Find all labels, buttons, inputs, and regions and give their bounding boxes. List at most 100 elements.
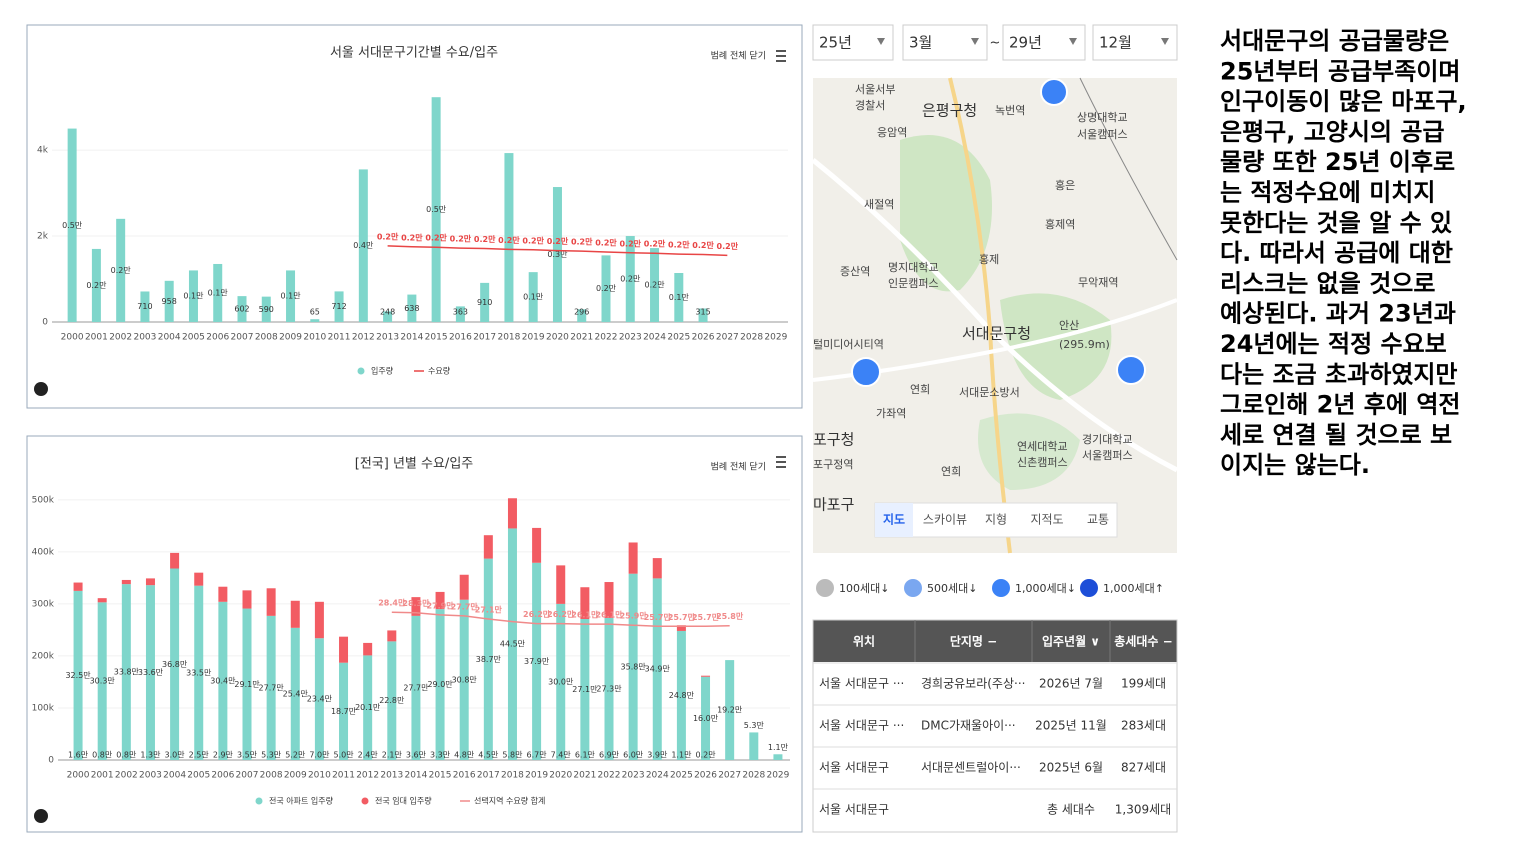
x-tick-label: 2024 — [646, 771, 669, 781]
data-label: 38.7만 — [476, 655, 502, 664]
data-label: 0.4만 — [353, 241, 374, 250]
bar — [387, 641, 397, 760]
x-tick-label: 2012 — [356, 771, 379, 781]
menu-icon[interactable] — [776, 50, 786, 62]
x-tick-label: 2024 — [643, 333, 666, 343]
paragraph-line: 그로인해 2년 후에 역전 — [1220, 391, 1461, 419]
bar — [67, 128, 77, 322]
menu-icon[interactable] — [776, 456, 786, 468]
legend-label[interactable]: 선택지역 수요량 합계 — [474, 796, 545, 806]
map-label: 새절역 — [864, 198, 894, 211]
x-tick-label: 2001 — [91, 771, 114, 781]
data-label: 0.2만 — [547, 236, 569, 246]
x-tick-label: 2021 — [570, 333, 593, 343]
logo-icon — [34, 382, 48, 396]
x-tick-label: 2026 — [694, 771, 717, 781]
data-label: 29.1만 — [234, 680, 260, 689]
bar — [286, 270, 296, 322]
data-label: 33.6만 — [138, 668, 164, 677]
data-label: 7.0만 — [309, 751, 330, 760]
legend-label[interactable]: 수요량 — [428, 366, 451, 376]
data-label: 6.7만 — [527, 751, 548, 760]
legend-label[interactable]: 전국 아파트 입주량 — [269, 796, 334, 806]
table-cell: 서울 서대문구 — [819, 761, 889, 775]
bar — [580, 587, 590, 619]
data-label: 638 — [404, 304, 419, 313]
y-tick-label: 300k — [32, 599, 55, 609]
y-tick-label: 400k — [32, 547, 55, 557]
x-tick-label: 2010 — [308, 771, 331, 781]
bar — [674, 273, 684, 322]
map-tab[interactable]: 교통 — [1087, 513, 1109, 527]
legend-toggle[interactable]: 범례 전체 닫기 — [711, 461, 766, 473]
map[interactable] — [813, 78, 1177, 553]
x-tick-label: 2028 — [742, 771, 765, 781]
bar — [435, 609, 445, 760]
data-label: 6.9만 — [599, 751, 620, 760]
legend-label[interactable]: 전국 임대 입주량 — [375, 796, 432, 806]
map-label: 응암역 — [877, 126, 907, 139]
map-label: 마포구 — [813, 496, 854, 514]
x-tick-label: 2009 — [284, 771, 307, 781]
data-label: 3.5만 — [237, 751, 258, 760]
dropdown[interactable] — [1002, 24, 1086, 61]
dropdown[interactable] — [1092, 24, 1178, 61]
map-label: 명지대학교 — [888, 261, 939, 274]
data-label: 27.1만 — [572, 685, 598, 694]
map-label: 홍제 — [979, 252, 999, 266]
line — [391, 611, 730, 628]
x-tick-label: 2023 — [622, 771, 645, 781]
map-pins[interactable] — [851, 78, 1146, 387]
bar — [334, 291, 344, 322]
bar — [507, 498, 517, 529]
map-tab[interactable]: 지도 — [883, 512, 905, 527]
table-cell: 서울 서대문구 ··· — [819, 677, 904, 691]
data-label: 5.0만 — [333, 751, 354, 760]
bar — [73, 582, 83, 591]
bar — [652, 558, 662, 579]
data-label: 710 — [137, 302, 152, 311]
data-label: 3.9만 — [647, 751, 668, 760]
x-tick-label: 2002 — [109, 333, 132, 343]
map-tab[interactable]: 스카이뷰 — [923, 513, 967, 527]
legend-label[interactable]: 입주량 — [371, 366, 394, 376]
bar — [725, 660, 735, 760]
paragraph-line: 서대문구의 공급물량은 — [1220, 27, 1449, 55]
dropdown-value: 12월 — [1099, 34, 1132, 52]
legend-pin — [904, 579, 922, 597]
data-label: 26.2만 — [523, 609, 551, 619]
y-tick-label: 0 — [48, 756, 54, 766]
x-tick-label: 2013 — [380, 771, 403, 781]
map-tab[interactable]: 지적도 — [1030, 513, 1063, 527]
dropdown[interactable] — [902, 24, 988, 61]
map-label: 연희 — [910, 383, 930, 396]
chart-frame — [26, 24, 803, 409]
table-header-cell: 입주년월 ∨ — [1042, 634, 1100, 649]
bar — [628, 573, 638, 760]
bar — [97, 602, 107, 760]
paragraph-line: 다는 조금 초과하였지만 — [1220, 360, 1458, 388]
data-label: 22.8만 — [379, 696, 405, 705]
data-label: 25.4만 — [283, 689, 309, 698]
data-label: 0.2만 — [695, 751, 716, 760]
bar — [532, 562, 542, 760]
data-label: 27.7만 — [403, 683, 429, 692]
map-label: 가좌역 — [876, 407, 906, 420]
x-tick-label: 2007 — [231, 333, 254, 343]
bar — [363, 642, 373, 656]
map-tab[interactable]: 지형 — [985, 513, 1007, 527]
x-tick-label: 2026 — [692, 333, 715, 343]
data-label: 4.8만 — [454, 751, 475, 760]
legend-toggle[interactable]: 범례 전체 닫기 — [711, 50, 766, 62]
table — [812, 619, 1178, 833]
data-label: 6.0만 — [623, 751, 644, 760]
x-tick-label: 2002 — [115, 771, 138, 781]
data-label: 3.0만 — [165, 751, 186, 760]
data-label: 2.5만 — [189, 751, 210, 760]
x-tick-label: 2019 — [522, 333, 545, 343]
data-label: 27.9만 — [427, 600, 455, 610]
data-label: 20.1만 — [355, 703, 381, 712]
bar — [601, 255, 611, 322]
table-cell: 1,309세대 — [1115, 803, 1171, 817]
